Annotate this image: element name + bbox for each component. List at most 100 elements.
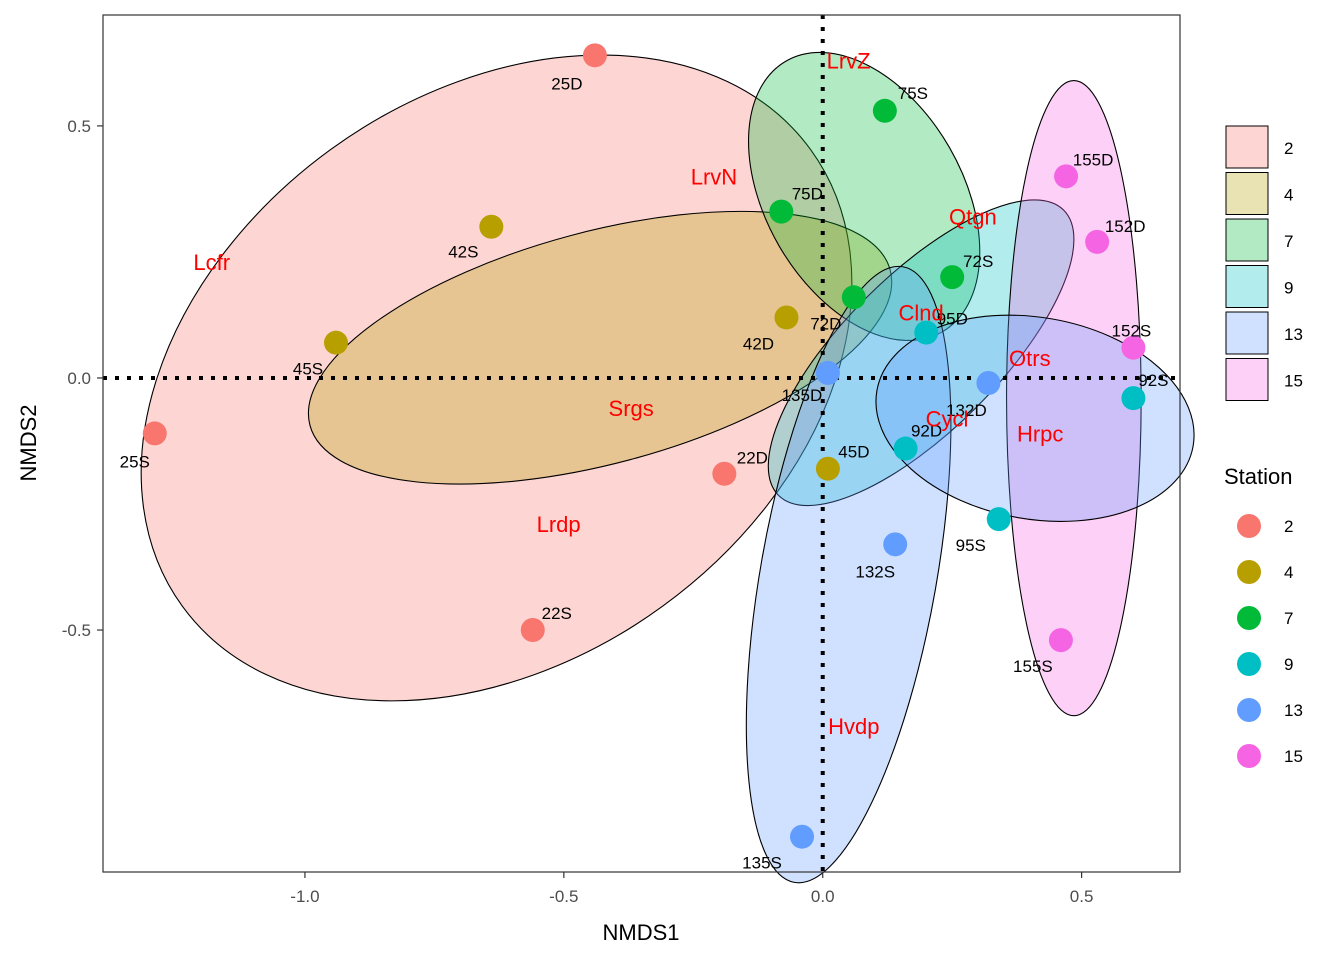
point-label-155D: 155D bbox=[1073, 150, 1114, 169]
x-axis-title: NMDS1 bbox=[602, 920, 679, 945]
point-label-152D: 152D bbox=[1105, 217, 1146, 236]
point-label-25D: 25D bbox=[551, 74, 582, 93]
point-155S bbox=[1048, 628, 1073, 653]
legend-point-label-7: 7 bbox=[1284, 609, 1293, 628]
y-tick-label-1: 0.0 bbox=[67, 369, 91, 388]
y-tick-label-2: 0.5 bbox=[67, 117, 91, 136]
legend-fill-key-4 bbox=[1225, 172, 1269, 215]
species-label-Lcfr: Lcfr bbox=[193, 250, 230, 275]
point-92S bbox=[1121, 386, 1146, 411]
legend-point-key-9 bbox=[1237, 652, 1261, 676]
x-tick-label-3: 0.5 bbox=[1070, 887, 1094, 906]
ellipse-station-4 bbox=[307, 210, 893, 485]
point-label-135S: 135S bbox=[742, 854, 782, 873]
species-label-Cycl: Cycl bbox=[926, 406, 969, 431]
plot-panel-border bbox=[102, 14, 1181, 873]
point-152S bbox=[1121, 335, 1146, 360]
point-92D bbox=[893, 436, 918, 461]
species-label-Otrs: Otrs bbox=[1009, 346, 1051, 371]
point-45S bbox=[324, 330, 349, 355]
point-label-155S: 155S bbox=[1013, 657, 1053, 676]
species-labels: LrvZ LrvN Lcfr Qtgn Clnd Otrs Srgs Cycl Hrpc Lrdp… bbox=[193, 48, 1063, 738]
point-label-72D: 72D bbox=[810, 314, 841, 333]
point-label-42S: 42S bbox=[448, 243, 478, 262]
station-ellipses bbox=[140, 51, 1195, 884]
point-label-75D: 75D bbox=[792, 185, 823, 204]
ellipse-station-13 bbox=[745, 265, 952, 884]
point-label-132S: 132S bbox=[855, 562, 895, 581]
point-72S bbox=[940, 265, 965, 290]
point-75S bbox=[872, 98, 897, 123]
legend-title: Station bbox=[1224, 464, 1293, 489]
legend-fill-key-13 bbox=[1225, 311, 1269, 355]
point-label-75S: 75S bbox=[898, 84, 928, 103]
point-45D bbox=[815, 456, 840, 481]
point-152D bbox=[1085, 229, 1110, 254]
ellipse-station-9 bbox=[767, 199, 1075, 507]
point-42D bbox=[774, 305, 799, 330]
species-label-LrvN: LrvN bbox=[691, 164, 737, 189]
legend-fill-label-13: 13 bbox=[1284, 325, 1303, 344]
point-155D bbox=[1054, 164, 1079, 189]
point-label-92S: 92S bbox=[1138, 371, 1168, 390]
x-tick-label-0: -1.0 bbox=[290, 887, 319, 906]
point-label-45S: 45S bbox=[293, 360, 323, 379]
species-label-Clnd: Clnd bbox=[898, 300, 943, 325]
legend: Station 2 4 7 9 13 15 2 4 7 9 13 15 bbox=[1224, 125, 1303, 768]
legend-fill-label-15: 15 bbox=[1284, 372, 1303, 391]
point-label-95D: 95D bbox=[937, 310, 968, 329]
species-label-Srgs: Srgs bbox=[609, 396, 654, 421]
point-label-22S: 22S bbox=[542, 604, 572, 623]
point-25S bbox=[142, 421, 167, 446]
legend-fill-key-2 bbox=[1225, 125, 1269, 169]
legend-fill-label-2: 2 bbox=[1284, 139, 1293, 158]
legend-point-key-7 bbox=[1237, 606, 1261, 630]
legend-point-key-15 bbox=[1237, 744, 1261, 768]
legend-fill-label-4: 4 bbox=[1284, 186, 1293, 205]
point-95D bbox=[914, 320, 939, 345]
point-label-152S: 152S bbox=[1112, 322, 1152, 341]
point-22S bbox=[520, 618, 545, 643]
y-axis-title: NMDS2 bbox=[16, 404, 41, 481]
ellipse-station-7 bbox=[747, 51, 981, 342]
point-label-45D: 45D bbox=[838, 443, 869, 462]
point-72D bbox=[841, 285, 866, 310]
legend-fill-key-15 bbox=[1225, 358, 1269, 401]
legend-point-label-4: 4 bbox=[1284, 563, 1293, 582]
point-label-22D: 22D bbox=[737, 449, 768, 468]
y-tick-label-0: -0.5 bbox=[62, 621, 91, 640]
species-label-Qtgn: Qtgn bbox=[949, 205, 997, 230]
ellipse-extra-1 bbox=[875, 314, 1195, 522]
species-label-Lrdp: Lrdp bbox=[537, 512, 581, 537]
point-132D bbox=[976, 371, 1001, 396]
legend-fill-key-9 bbox=[1225, 265, 1269, 308]
point-label-135D: 135D bbox=[782, 386, 823, 405]
point-25D bbox=[582, 43, 607, 68]
species-label-Hrpc: Hrpc bbox=[1017, 421, 1063, 446]
point-label-72S: 72S bbox=[963, 252, 993, 271]
legend-fill-label-9: 9 bbox=[1284, 279, 1293, 298]
point-95S bbox=[986, 507, 1011, 532]
point-135D bbox=[815, 360, 840, 385]
x-tick-label-2: 0.0 bbox=[811, 887, 835, 906]
legend-point-key-2 bbox=[1237, 514, 1261, 538]
point-132S bbox=[883, 532, 908, 557]
point-22D bbox=[712, 461, 737, 486]
legend-point-label-15: 15 bbox=[1284, 747, 1303, 766]
species-label-Hvdp: Hvdp bbox=[828, 714, 879, 739]
species-label-LrvZ: LrvZ bbox=[827, 48, 871, 73]
ellipse-station-2 bbox=[140, 54, 853, 702]
legend-fill-label-7: 7 bbox=[1284, 232, 1293, 251]
legend-point-key-4 bbox=[1237, 560, 1261, 584]
legend-fill-key-7 bbox=[1225, 218, 1269, 262]
legend-point-label-9: 9 bbox=[1284, 655, 1293, 674]
point-42S bbox=[479, 214, 504, 239]
x-tick-label-1: -0.5 bbox=[549, 887, 578, 906]
point-label-132D: 132D bbox=[946, 401, 987, 420]
legend-point-label-2: 2 bbox=[1284, 517, 1293, 536]
point-75D bbox=[769, 199, 794, 224]
point-label-95S: 95S bbox=[956, 536, 986, 555]
data-points bbox=[142, 43, 1146, 849]
point-135S bbox=[790, 824, 815, 849]
